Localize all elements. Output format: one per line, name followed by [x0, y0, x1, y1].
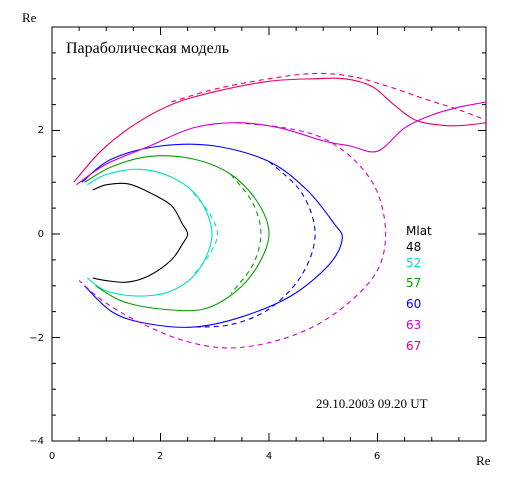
series-63-dashed-line — [78, 122, 387, 349]
legend-title: Mlat — [406, 224, 432, 238]
axis-ticks — [51, 26, 487, 442]
x-axis-label: Re — [476, 453, 491, 468]
y-axis-label: Re — [22, 10, 37, 25]
legend-entry-52: 52 — [406, 256, 421, 270]
timestamp-annotation: 29.10.2003 09.20 UT — [316, 396, 428, 411]
series-52-dashed-line — [192, 192, 219, 276]
x-tick-label-0: 0 — [49, 451, 55, 462]
legend-entry-57: 57 — [406, 276, 421, 290]
legend-entry-67: 67 — [406, 339, 421, 353]
series-67-solid-line — [73, 77, 487, 183]
legend-entry-60: 60 — [406, 297, 421, 311]
x-tick-label-1: 2 — [157, 451, 163, 462]
chart-title: Параболическая модель — [66, 40, 229, 57]
series-63-solid-line — [76, 101, 487, 186]
series-layer — [73, 72, 487, 349]
series-57-dashed-line — [230, 174, 262, 294]
legend-entry-48: 48 — [406, 240, 421, 254]
x-tick-label-2: 4 — [266, 451, 272, 462]
series-60-solid-line — [81, 143, 343, 328]
series-67-dashed-line — [171, 72, 487, 121]
series-57-solid-line — [84, 155, 270, 312]
y-tick-label-1: 0 — [38, 229, 44, 240]
y-tick-label-3: −4 — [29, 436, 44, 447]
series-52-solid-line — [86, 168, 213, 297]
legend-entry-63: 63 — [406, 318, 421, 332]
x-tick-label-3: 6 — [374, 451, 380, 462]
y-tick-label-0: 2 — [38, 125, 44, 136]
series-60-dashed-line — [193, 161, 316, 328]
y-tick-label-2: −2 — [29, 333, 44, 344]
series-48-solid-line — [92, 182, 189, 283]
